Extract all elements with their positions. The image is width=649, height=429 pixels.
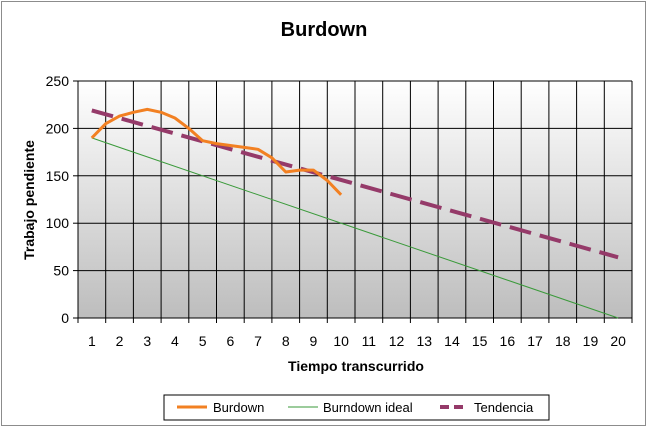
legend-label-tendencia: Tendencia bbox=[474, 400, 534, 415]
y-tick-label: 100 bbox=[46, 215, 70, 231]
x-tick-label: 10 bbox=[333, 333, 349, 349]
x-tick-label: 20 bbox=[610, 333, 626, 349]
x-tick-label: 5 bbox=[199, 333, 207, 349]
series-line-burndown-ideal bbox=[91, 137, 619, 319]
y-axis-title: Trabajo pendiente bbox=[21, 140, 37, 260]
axes bbox=[73, 80, 633, 323]
legend-label-burndown-ideal: Burndown ideal bbox=[323, 400, 413, 415]
legend-label-burdown: Burdown bbox=[213, 400, 264, 415]
x-axis-title: Tiempo transcurrido bbox=[288, 358, 424, 374]
x-tick-labels: 1 2 3 4 5 6 7 8 9 10 11 12 13 14 15 16 17 18 19 20 bbox=[88, 333, 626, 349]
x-tick-label: 4 bbox=[171, 333, 179, 349]
y-tick-label: 200 bbox=[46, 120, 70, 136]
series-lines bbox=[90, 107, 619, 319]
x-tick-label: 14 bbox=[444, 333, 460, 349]
y-tick-label: 50 bbox=[53, 263, 69, 279]
legend: Burdown Burndown ideal Tendencia bbox=[163, 394, 550, 421]
y-tick-labels: 0 50 100 150 200 250 bbox=[46, 73, 70, 326]
x-tick-label: 11 bbox=[362, 333, 377, 349]
y-tick-label: 0 bbox=[61, 310, 69, 326]
y-tick-label: 150 bbox=[46, 168, 70, 184]
x-tick-label: 9 bbox=[310, 333, 318, 349]
x-tick-label: 1 bbox=[88, 333, 96, 349]
x-tick-label: 7 bbox=[254, 333, 262, 349]
x-tick-label: 16 bbox=[500, 333, 516, 349]
y-tick-label: 250 bbox=[46, 73, 70, 89]
x-tick-label: 6 bbox=[226, 333, 234, 349]
x-tick-label: 2 bbox=[116, 333, 124, 349]
x-tick-label: 17 bbox=[527, 333, 543, 349]
chart-title: Burdown bbox=[281, 19, 368, 41]
x-tick-label: 19 bbox=[583, 333, 599, 349]
x-tick-label: 15 bbox=[472, 333, 488, 349]
grid bbox=[77, 80, 633, 319]
x-tick-label: 12 bbox=[389, 333, 405, 349]
series-line-tendencia bbox=[91, 108, 619, 260]
x-tick-label: 18 bbox=[555, 333, 571, 349]
x-tick-label: 13 bbox=[416, 333, 432, 349]
series-line-burdown bbox=[90, 107, 343, 196]
x-tick-label: 3 bbox=[143, 333, 151, 349]
legend-box bbox=[163, 394, 550, 421]
x-tick-label: 8 bbox=[282, 333, 290, 349]
